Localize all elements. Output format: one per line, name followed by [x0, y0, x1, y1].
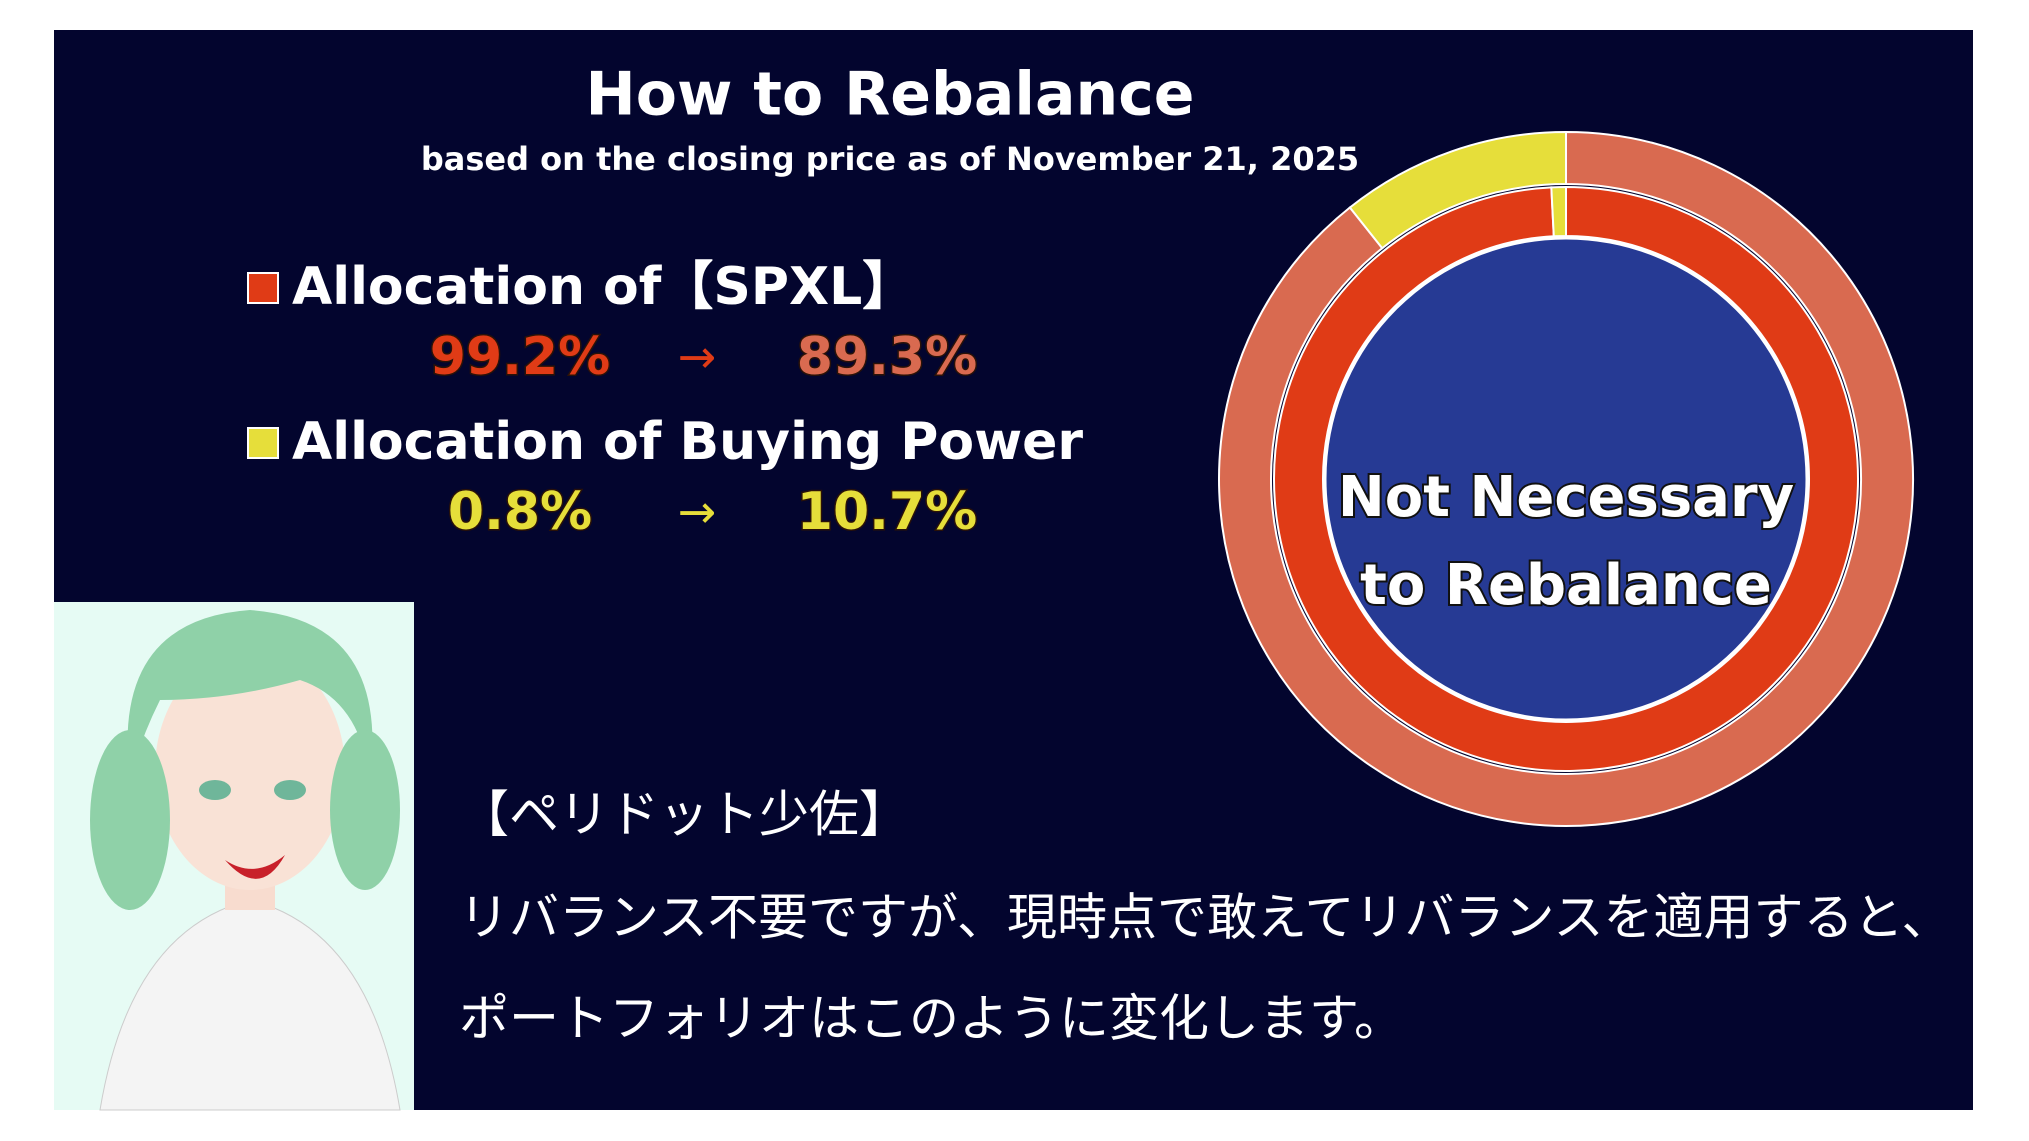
center-label: Not Necessary	[1338, 465, 1794, 530]
arrow: →	[678, 330, 717, 384]
donut-segment	[1273, 185, 1859, 772]
value-label: 89.3%	[797, 327, 977, 387]
donut-segment	[1550, 185, 1567, 238]
legend-label: Allocation of【SPXL】	[292, 257, 914, 317]
caption-line: リバランス不要ですが、現時点で敢えてリバランスを適用すると、	[459, 889, 1952, 947]
value-label: 99.2%	[430, 327, 610, 387]
legend-swatch	[247, 427, 279, 459]
center-label: to Rebalance	[1360, 553, 1772, 618]
avatar	[54, 602, 414, 1111]
chart-title: How to Rebalance	[586, 60, 1195, 130]
donut-segment	[1218, 130, 1914, 827]
arrow: →	[678, 485, 717, 539]
value-label: 0.8%	[448, 482, 592, 542]
legend-label: Allocation of Buying Power	[292, 412, 1083, 472]
value-label: 10.7%	[797, 482, 977, 542]
donut-center	[1323, 236, 1809, 722]
donut-segment	[1348, 130, 1567, 250]
legend-swatch	[247, 272, 279, 304]
caption-line: ポートフォリオはこのように変化します。	[459, 990, 1404, 1048]
speaker: 【ペリドット少佐】	[459, 786, 909, 844]
chart-subtitle: based on the closing price as of Novembe…	[421, 140, 1359, 178]
